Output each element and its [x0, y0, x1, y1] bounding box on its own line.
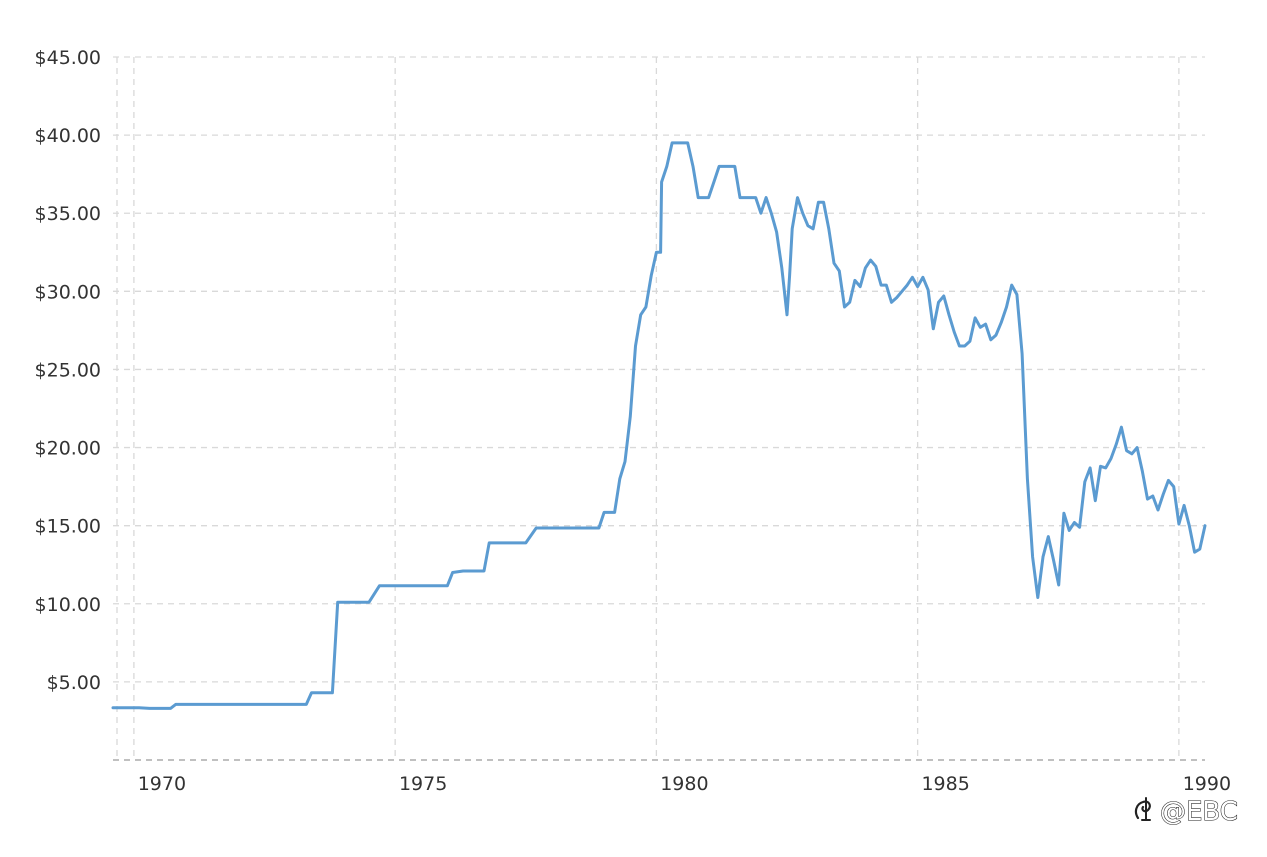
y-axis-tick-labels: $5.00 $10.00 $15.00 $20.00 $25.00 $30.00 $35.0…	[35, 47, 101, 694]
y-tick-label: $30.00	[35, 281, 101, 303]
y-tick-label: $10.00	[35, 594, 101, 616]
x-tick-label: 1975	[399, 773, 447, 795]
x-tick-label: 1970	[138, 773, 186, 795]
y-tick-label: $20.00	[35, 438, 101, 460]
y-tick-label: $40.00	[35, 125, 101, 147]
x-tick-label: 1980	[660, 773, 708, 795]
series-layer	[111, 141, 1207, 710]
y-tick-label: $5.00	[47, 672, 101, 694]
y-tick-label: $45.00	[35, 47, 101, 69]
grid-layer	[113, 56, 1205, 761]
x-axis-tick-labels: 1970 1975 1980 1985 1990	[138, 773, 1231, 795]
price-line	[111, 141, 1207, 710]
y-tick-label: $25.00	[35, 359, 101, 381]
y-tick-label: $35.00	[35, 203, 101, 225]
x-tick-label: 1985	[921, 773, 969, 795]
watermark: @EBC	[1132, 790, 1260, 830]
x-tick-label: 1990	[1183, 773, 1231, 795]
ebc-logo-icon	[1134, 797, 1151, 821]
y-tick-label: $15.00	[35, 516, 101, 538]
watermark-text: @EBC	[1160, 797, 1238, 827]
